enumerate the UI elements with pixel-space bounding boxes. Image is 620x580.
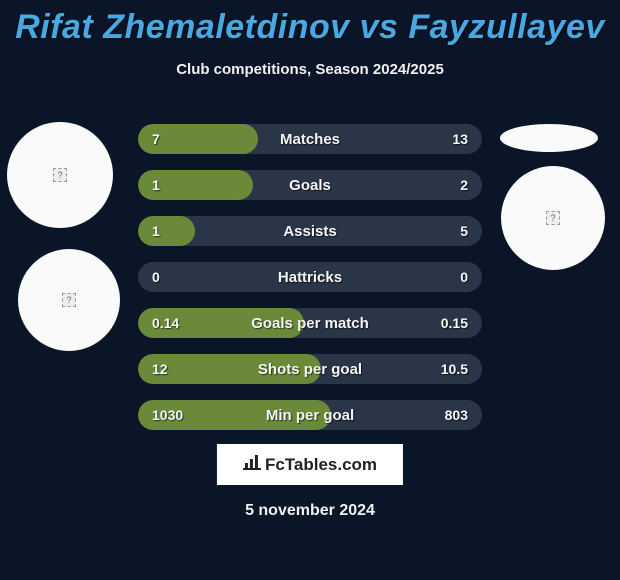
- stat-right-value: 5: [460, 216, 468, 246]
- image-placeholder-icon: ?: [62, 293, 76, 307]
- stat-row: 0.14Goals per match0.15: [138, 308, 482, 338]
- date-text: 5 november 2024: [0, 502, 620, 520]
- stat-label: Min per goal: [138, 400, 482, 430]
- stat-row: 7Matches13: [138, 124, 482, 154]
- brand-text: FcTables.com: [265, 455, 377, 475]
- stat-label: Matches: [138, 124, 482, 154]
- stat-row: 0Hattricks0: [138, 262, 482, 292]
- stat-row: 1Goals2: [138, 170, 482, 200]
- stat-row: 12Shots per goal10.5: [138, 354, 482, 384]
- image-placeholder-icon: ?: [546, 211, 560, 225]
- stat-right-value: 10.5: [441, 354, 468, 384]
- image-placeholder-icon: ?: [53, 168, 67, 182]
- stat-right-value: 0: [460, 262, 468, 292]
- stat-row: 1030Min per goal803: [138, 400, 482, 430]
- stat-right-value: 2: [460, 170, 468, 200]
- stat-right-value: 0.15: [441, 308, 468, 338]
- chart-icon: [243, 454, 261, 475]
- stat-right-value: 803: [445, 400, 468, 430]
- stat-right-value: 13: [452, 124, 468, 154]
- stats-container: 7Matches13 1Goals2 1Assists5 0Hattricks0 0.1…: [138, 124, 482, 446]
- player1-avatar: ?: [7, 122, 113, 228]
- stat-label: Hattricks: [138, 262, 482, 292]
- brand-badge: FcTables.com: [217, 444, 403, 485]
- stat-row: 1Assists5: [138, 216, 482, 246]
- stat-label: Shots per goal: [138, 354, 482, 384]
- player1-club-avatar: ?: [18, 249, 120, 351]
- page-title: Rifat Zhemaletdinov vs Fayzullayev: [0, 0, 620, 47]
- stat-label: Assists: [138, 216, 482, 246]
- stat-label: Goals: [138, 170, 482, 200]
- subtitle: Club competitions, Season 2024/2025: [0, 61, 620, 78]
- player2-ellipse: [500, 124, 598, 152]
- player2-avatar: ?: [501, 166, 605, 270]
- stat-label: Goals per match: [138, 308, 482, 338]
